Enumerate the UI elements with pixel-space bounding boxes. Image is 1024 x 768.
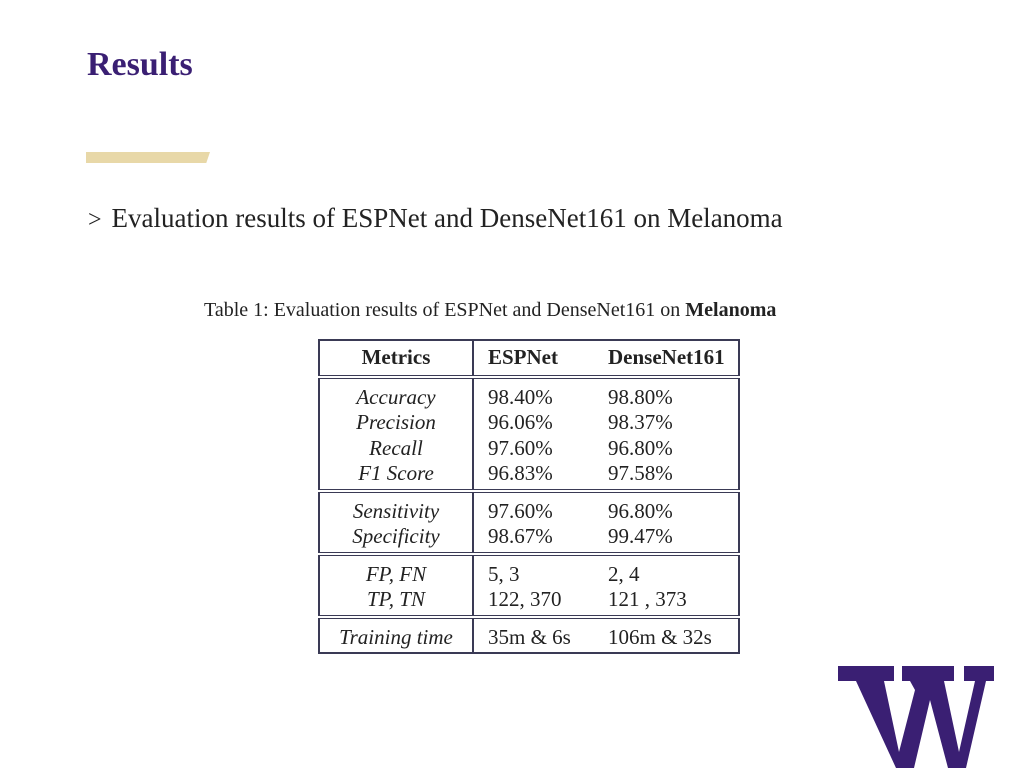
table-row: TP, TN 122, 370 121 , 373 (318, 587, 740, 617)
densenet161-cell: 99.47% (608, 524, 740, 554)
metric-cell: Accuracy (318, 376, 474, 410)
densenet161-cell: 106m & 32s (608, 616, 740, 653)
table-group: Accuracy 98.40% 98.80% Precision 96.06% 98.37… (318, 376, 740, 491)
table-group: Training time 35m & 6s 106m & 32s (318, 616, 740, 653)
espnet-cell: 96.83% (488, 461, 553, 485)
densenet161-cell: 2, 4 (608, 553, 740, 587)
table-row: F1 Score 96.83% 97.58% (318, 461, 740, 491)
caption-dataset: Melanoma (685, 299, 777, 321)
metric-cell: Sensitivity (318, 490, 474, 524)
table-row: Recall 97.60% 96.80% (318, 435, 740, 461)
espnet-cell: 98.40% (488, 384, 553, 409)
metric-cell: Training time (318, 616, 474, 653)
espnet-cell: 98.67% (488, 524, 553, 548)
espnet-cell: 35m & 6s (488, 624, 571, 649)
results-table: Metrics ESPNet DenseNet161 Accuracy 98.40… (318, 339, 740, 654)
table-row: FP, FN 5, 3 2, 4 (318, 553, 740, 587)
caption-text: Table 1: Evaluation results of ESPNet an… (204, 299, 686, 321)
header-espnet: ESPNet (488, 345, 558, 369)
bullet-point: > Evaluation results of ESPNet and DenseN… (88, 203, 783, 234)
table-row: Training time 35m & 6s 106m & 32s (318, 616, 740, 653)
table-group: Sensitivity 97.60% 96.80% Specificity 98.67%… (318, 490, 740, 554)
slide-title: Results (87, 46, 193, 83)
espnet-cell: 97.60% (488, 498, 553, 523)
table-row: Sensitivity 97.60% 96.80% (318, 490, 740, 524)
table-group: FP, FN 5, 3 2, 4 TP, TN 122, 370 121 , 373 (318, 553, 740, 617)
espnet-cell: 96.06% (488, 410, 553, 434)
metric-cell: Specificity (318, 524, 474, 554)
table-row: Precision 96.06% 98.37% (318, 410, 740, 436)
densenet161-cell: 96.80% (608, 490, 740, 524)
espnet-cell: 122, 370 (488, 587, 562, 611)
densenet161-cell: 121 , 373 (608, 587, 740, 617)
densenet161-cell: 96.80% (608, 435, 740, 461)
densenet161-cell: 98.37% (608, 410, 740, 436)
espnet-cell: 5, 3 (488, 561, 520, 586)
metric-cell: Recall (318, 435, 474, 461)
espnet-cell: 97.60% (488, 435, 553, 460)
bullet-marker: > (88, 207, 102, 233)
header-metrics: Metrics (318, 340, 474, 377)
table-row: Accuracy 98.40% 98.80% (318, 376, 740, 410)
uw-w-logo (836, 660, 996, 768)
table-header-row: Metrics ESPNet DenseNet161 (318, 340, 740, 377)
metric-cell: FP, FN (318, 553, 474, 587)
metric-cell: Precision (318, 410, 474, 436)
metric-cell: TP, TN (318, 587, 474, 617)
table-caption: Table 1: Evaluation results of ESPNet an… (204, 299, 776, 322)
densenet161-cell: 98.80% (608, 376, 740, 410)
densenet161-cell: 97.58% (608, 461, 740, 491)
title-divider (86, 152, 210, 163)
metric-cell: F1 Score (318, 461, 474, 491)
bullet-text: Evaluation results of ESPNet and DenseNe… (111, 203, 783, 233)
table-row: Specificity 98.67% 99.47% (318, 524, 740, 554)
header-densenet161: DenseNet161 (608, 340, 740, 377)
